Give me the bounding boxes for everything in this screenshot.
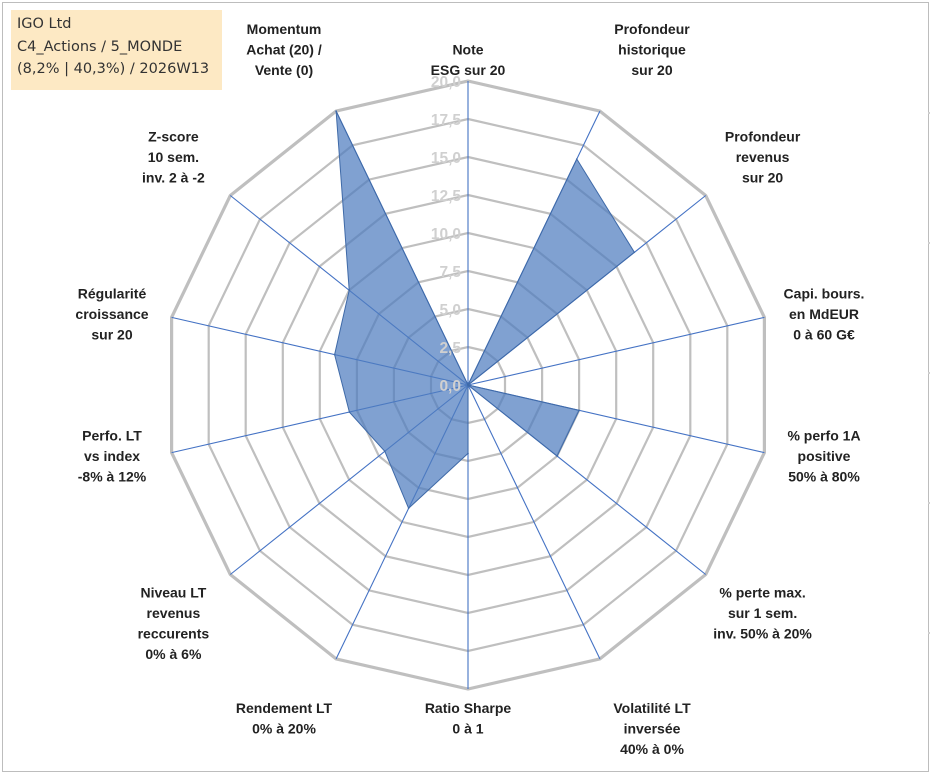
data-point [633,251,636,254]
axis-label-line: vs index [84,448,140,464]
tick-label: 0,0 [439,378,461,395]
axis-label-line: en MdEUR [789,306,859,322]
axis-label-line: Volatilité LT [613,700,691,716]
axis-label-line: reccurents [138,625,210,641]
axis-label-line: sur 20 [91,327,132,343]
tick-label: 2,5 [439,340,461,357]
axis-label-line: ESG sur 20 [431,62,506,78]
scroll-marker [928,502,930,504]
axis-label-line: 0 à 60 G€ [793,327,855,343]
axis-label-line: Vente (0) [255,62,313,78]
data-point [467,384,469,386]
series-area [334,110,636,510]
axis-label: Perfo. LT vs index -8% à 12% [78,427,147,484]
category-label: C4_Actions / 5_MONDE [17,38,183,55]
axis-label-line: inv. 50% à 20% [713,625,812,641]
company-name: IGO Ltd [17,16,72,32]
axis-label-line: inv. 2 à -2 [142,170,205,186]
data-point [578,409,580,412]
data-point [384,450,386,453]
axis-label-line: Rendement LT [236,700,333,716]
axis-label-line: revenus [147,605,201,621]
axis-label: % perfo 1A positive 50% à 80% [787,427,860,484]
axis-spoke [467,384,601,660]
tick-label: 20,0 [431,74,461,91]
axis-label: Profondeur revenus sur 20 [725,129,801,186]
axis-label-line: 50% à 80% [788,468,860,484]
series-layer [333,110,636,510]
scroll-marker [928,632,930,634]
axis-label-line: sur 20 [631,62,672,78]
axis-label: Z-score 10 sem. inv. 2 à -2 [142,129,205,186]
axis-label-line: Niveau LT [140,584,206,600]
axis-label: Régularité croissance sur 20 [75,286,148,343]
performance-label: (8,2% | 40,3%) / 2026W13 [17,61,210,77]
axis-label: % perte max. sur 1 sem. inv. 50% à 20% [713,584,812,641]
axis-label-line: % perte max. [719,584,805,600]
data-point [348,411,351,413]
axis-label-line: revenus [736,149,790,165]
axis-label-line: Capi. bours. [784,286,865,302]
data-point [467,452,469,455]
axis-label: Note ESG sur 20 [431,42,506,79]
stock-info-box: IGO Ltd C4_Actions / 5_MONDE (8,2% | 40,… [11,10,222,90]
tick-label: 5,0 [439,302,461,319]
axis-label-line: historique [618,42,686,58]
axis-label-line: % perfo 1A [787,427,860,443]
axis-label: Momentum Achat (20) / Vente (0) [246,21,322,78]
axis-label: Ratio Sharpe 0 à 1 [425,700,512,737]
axis-label: Capi. bours. en MdEUR 0 à 60 G€ [784,286,865,343]
data-point [407,507,410,510]
axis-spoke [467,316,765,386]
tick-label: 7,5 [439,264,461,281]
axis-label-line: Profondeur [614,21,690,37]
axis-label: Profondeur historique sur 20 [614,21,690,78]
data-point [333,353,336,356]
scroll-marker [928,372,930,374]
axis-label-line: Achat (20) / [246,42,322,58]
tick-label: 17,5 [431,112,462,129]
axis-label-line: -8% à 12% [78,468,147,484]
scroll-marker [928,112,930,114]
axis-label-line: Z-score [148,129,199,145]
axis-label: Volatilité LT inversée 40% à 0% [613,700,691,757]
axis-label-line: positive [798,448,851,464]
axis-label-line: croissance [75,306,148,322]
axis-label-line: 40% à 0% [620,741,684,757]
tick-label: 10,0 [431,226,461,243]
data-point [335,110,337,112]
tick-label-layer: 0,0 2,5 5,0 7,5 10,0 12,5 15,0 17,5 20,0 [431,74,462,395]
axis-label-line: Profondeur [725,129,801,145]
scroll-marker [928,242,930,244]
axis-label-line: Régularité [78,286,147,302]
data-point [576,158,578,160]
axis-label-layer: Note ESG sur 20 Profondeur historique sur 20… [75,21,864,757]
axis-label-line: Momentum [247,21,322,37]
tick-label: 12,5 [431,188,462,205]
axis-label-line: 0% à 20% [252,721,316,737]
axis-label-line: 0 à 1 [452,721,483,737]
axis-label-line: Ratio Sharpe [425,700,512,716]
axis-label-line: 10 sem. [148,149,199,165]
axis-label: Rendement LT 0% à 20% [236,700,333,737]
axis-label-line: sur 20 [742,170,783,186]
axis-label-line: Note [452,42,483,58]
axis-label-line: sur 1 sem. [728,605,797,621]
data-point [348,289,351,292]
data-point [556,455,558,457]
tick-label: 15,0 [431,150,461,167]
axis-label-line: Perfo. LT [82,427,142,443]
axis-label-line: inversée [624,721,681,737]
axis-label-line: 0% à 6% [145,646,202,662]
axis-label: Niveau LT revenus reccurents 0% à 6% [138,584,210,662]
